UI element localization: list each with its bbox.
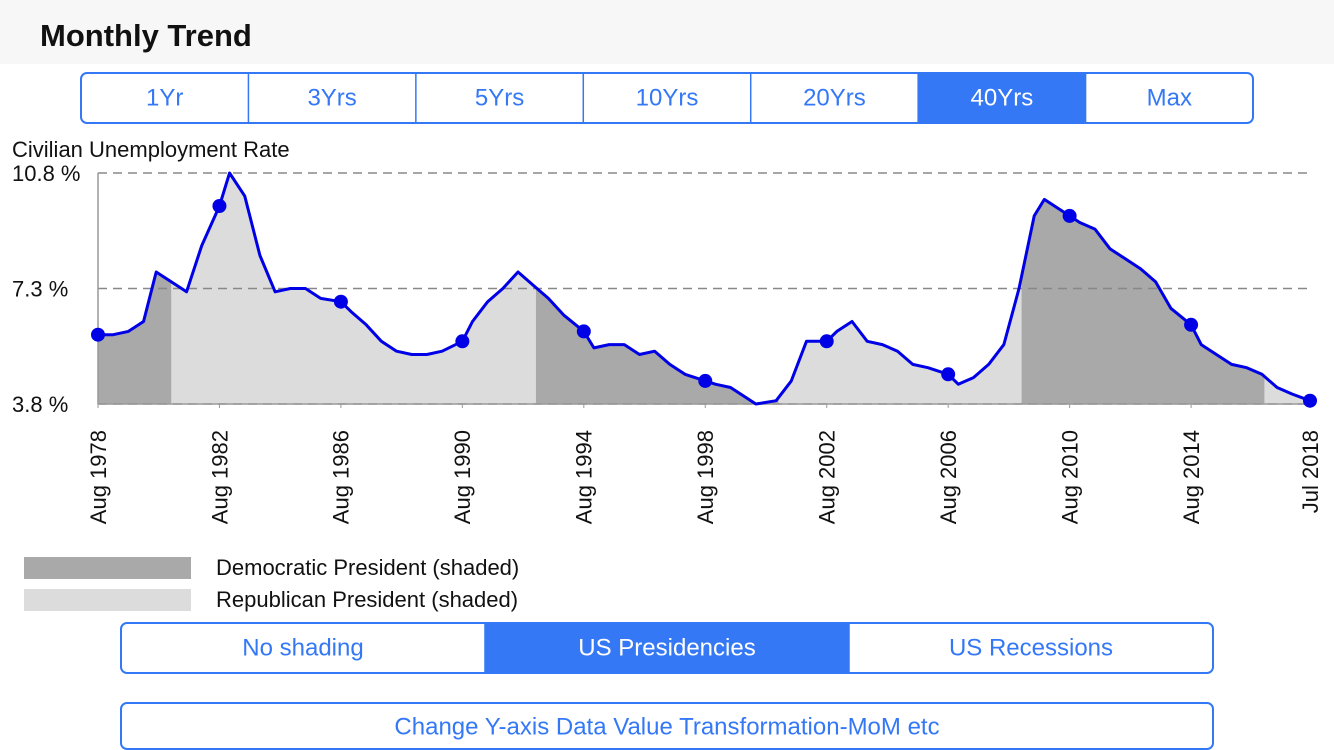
transform-button[interactable] bbox=[120, 702, 1214, 750]
legend-swatch bbox=[24, 557, 191, 579]
x-tick-label: Aug 1994 bbox=[572, 430, 597, 524]
segment-label[interactable]: 3Yrs bbox=[307, 84, 356, 111]
segmented-control: No shading US Presidencies US Recessions bbox=[120, 622, 1214, 674]
data-point bbox=[819, 334, 834, 349]
segment-label[interactable]: Max bbox=[1147, 84, 1192, 111]
header-title: Monthly Trend bbox=[40, 18, 252, 53]
segment-button[interactable] bbox=[81, 73, 249, 123]
legend-label: Republican President (shaded) bbox=[216, 587, 518, 612]
y-tick-label: 3.8 % bbox=[12, 392, 68, 417]
segment-button[interactable] bbox=[485, 623, 849, 673]
segment-border bbox=[80, 72, 1254, 124]
segment-label[interactable]: No shading bbox=[242, 634, 363, 661]
shading-region bbox=[1021, 173, 1265, 404]
segment-label[interactable]: 20Yrs bbox=[803, 84, 866, 111]
data-point bbox=[212, 199, 227, 213]
x-tick-label: Aug 2014 bbox=[1179, 430, 1204, 524]
segment-button[interactable] bbox=[121, 623, 485, 673]
segment-label[interactable]: US Recessions bbox=[949, 634, 1113, 661]
segment-label[interactable]: 40Yrs bbox=[971, 84, 1034, 111]
segment-button[interactable] bbox=[583, 73, 751, 123]
shading-region bbox=[535, 173, 779, 404]
data-point bbox=[941, 367, 956, 382]
data-point bbox=[1184, 317, 1199, 332]
shading-region bbox=[1264, 173, 1310, 404]
y-tick-label: 7.3 % bbox=[12, 276, 68, 301]
y-axis-label: Civilian Unemployment Rate bbox=[12, 137, 290, 162]
segment-button[interactable] bbox=[750, 73, 919, 123]
shading-region bbox=[171, 173, 536, 404]
transform-button-label[interactable]: Change Y-axis Data Value Transformation-… bbox=[394, 713, 939, 740]
segment-label[interactable]: 10Yrs bbox=[636, 84, 699, 111]
data-point bbox=[455, 334, 470, 349]
segment-button[interactable] bbox=[1085, 73, 1253, 123]
shading-layer bbox=[98, 173, 1310, 404]
segment-button[interactable] bbox=[918, 73, 1086, 123]
segment-button[interactable] bbox=[415, 73, 584, 123]
x-tick-label: Aug 2006 bbox=[936, 430, 961, 524]
data-point bbox=[333, 294, 348, 309]
segment-label[interactable]: 5Yrs bbox=[475, 84, 524, 111]
data-point bbox=[698, 373, 713, 388]
segment-button[interactable] bbox=[849, 623, 1213, 673]
segment-label[interactable]: US Presidencies bbox=[578, 634, 755, 661]
segment-label[interactable]: 1Yr bbox=[146, 84, 183, 111]
x-tick-label: Aug 1990 bbox=[450, 430, 475, 524]
legend-swatch bbox=[24, 589, 191, 611]
legend-label: Democratic President (shaded) bbox=[216, 555, 519, 580]
header-bar bbox=[0, 0, 1334, 64]
x-tick-label: Aug 2002 bbox=[815, 430, 840, 524]
y-tick-label: 10.8 % bbox=[12, 161, 81, 186]
segment-button[interactable] bbox=[248, 73, 416, 123]
data-point bbox=[1062, 208, 1077, 223]
x-tick-label: Aug 2010 bbox=[1057, 430, 1082, 524]
x-tick-label: Aug 1982 bbox=[207, 430, 232, 524]
x-tick-label: Aug 1986 bbox=[329, 430, 354, 524]
x-tick-label: Jul 2018 bbox=[1298, 430, 1323, 513]
data-point bbox=[1303, 393, 1317, 408]
x-tick-label: Aug 1978 bbox=[86, 430, 111, 524]
data-point bbox=[91, 327, 105, 342]
data-point bbox=[576, 324, 591, 339]
shading-region bbox=[98, 173, 172, 404]
segment-border bbox=[120, 622, 1214, 674]
x-tick-label: Aug 1998 bbox=[693, 430, 718, 524]
segmented-control: 1Yr 3Yrs 5Yrs 10Yrs 20Yrs 40Yrs Max bbox=[80, 72, 1254, 124]
